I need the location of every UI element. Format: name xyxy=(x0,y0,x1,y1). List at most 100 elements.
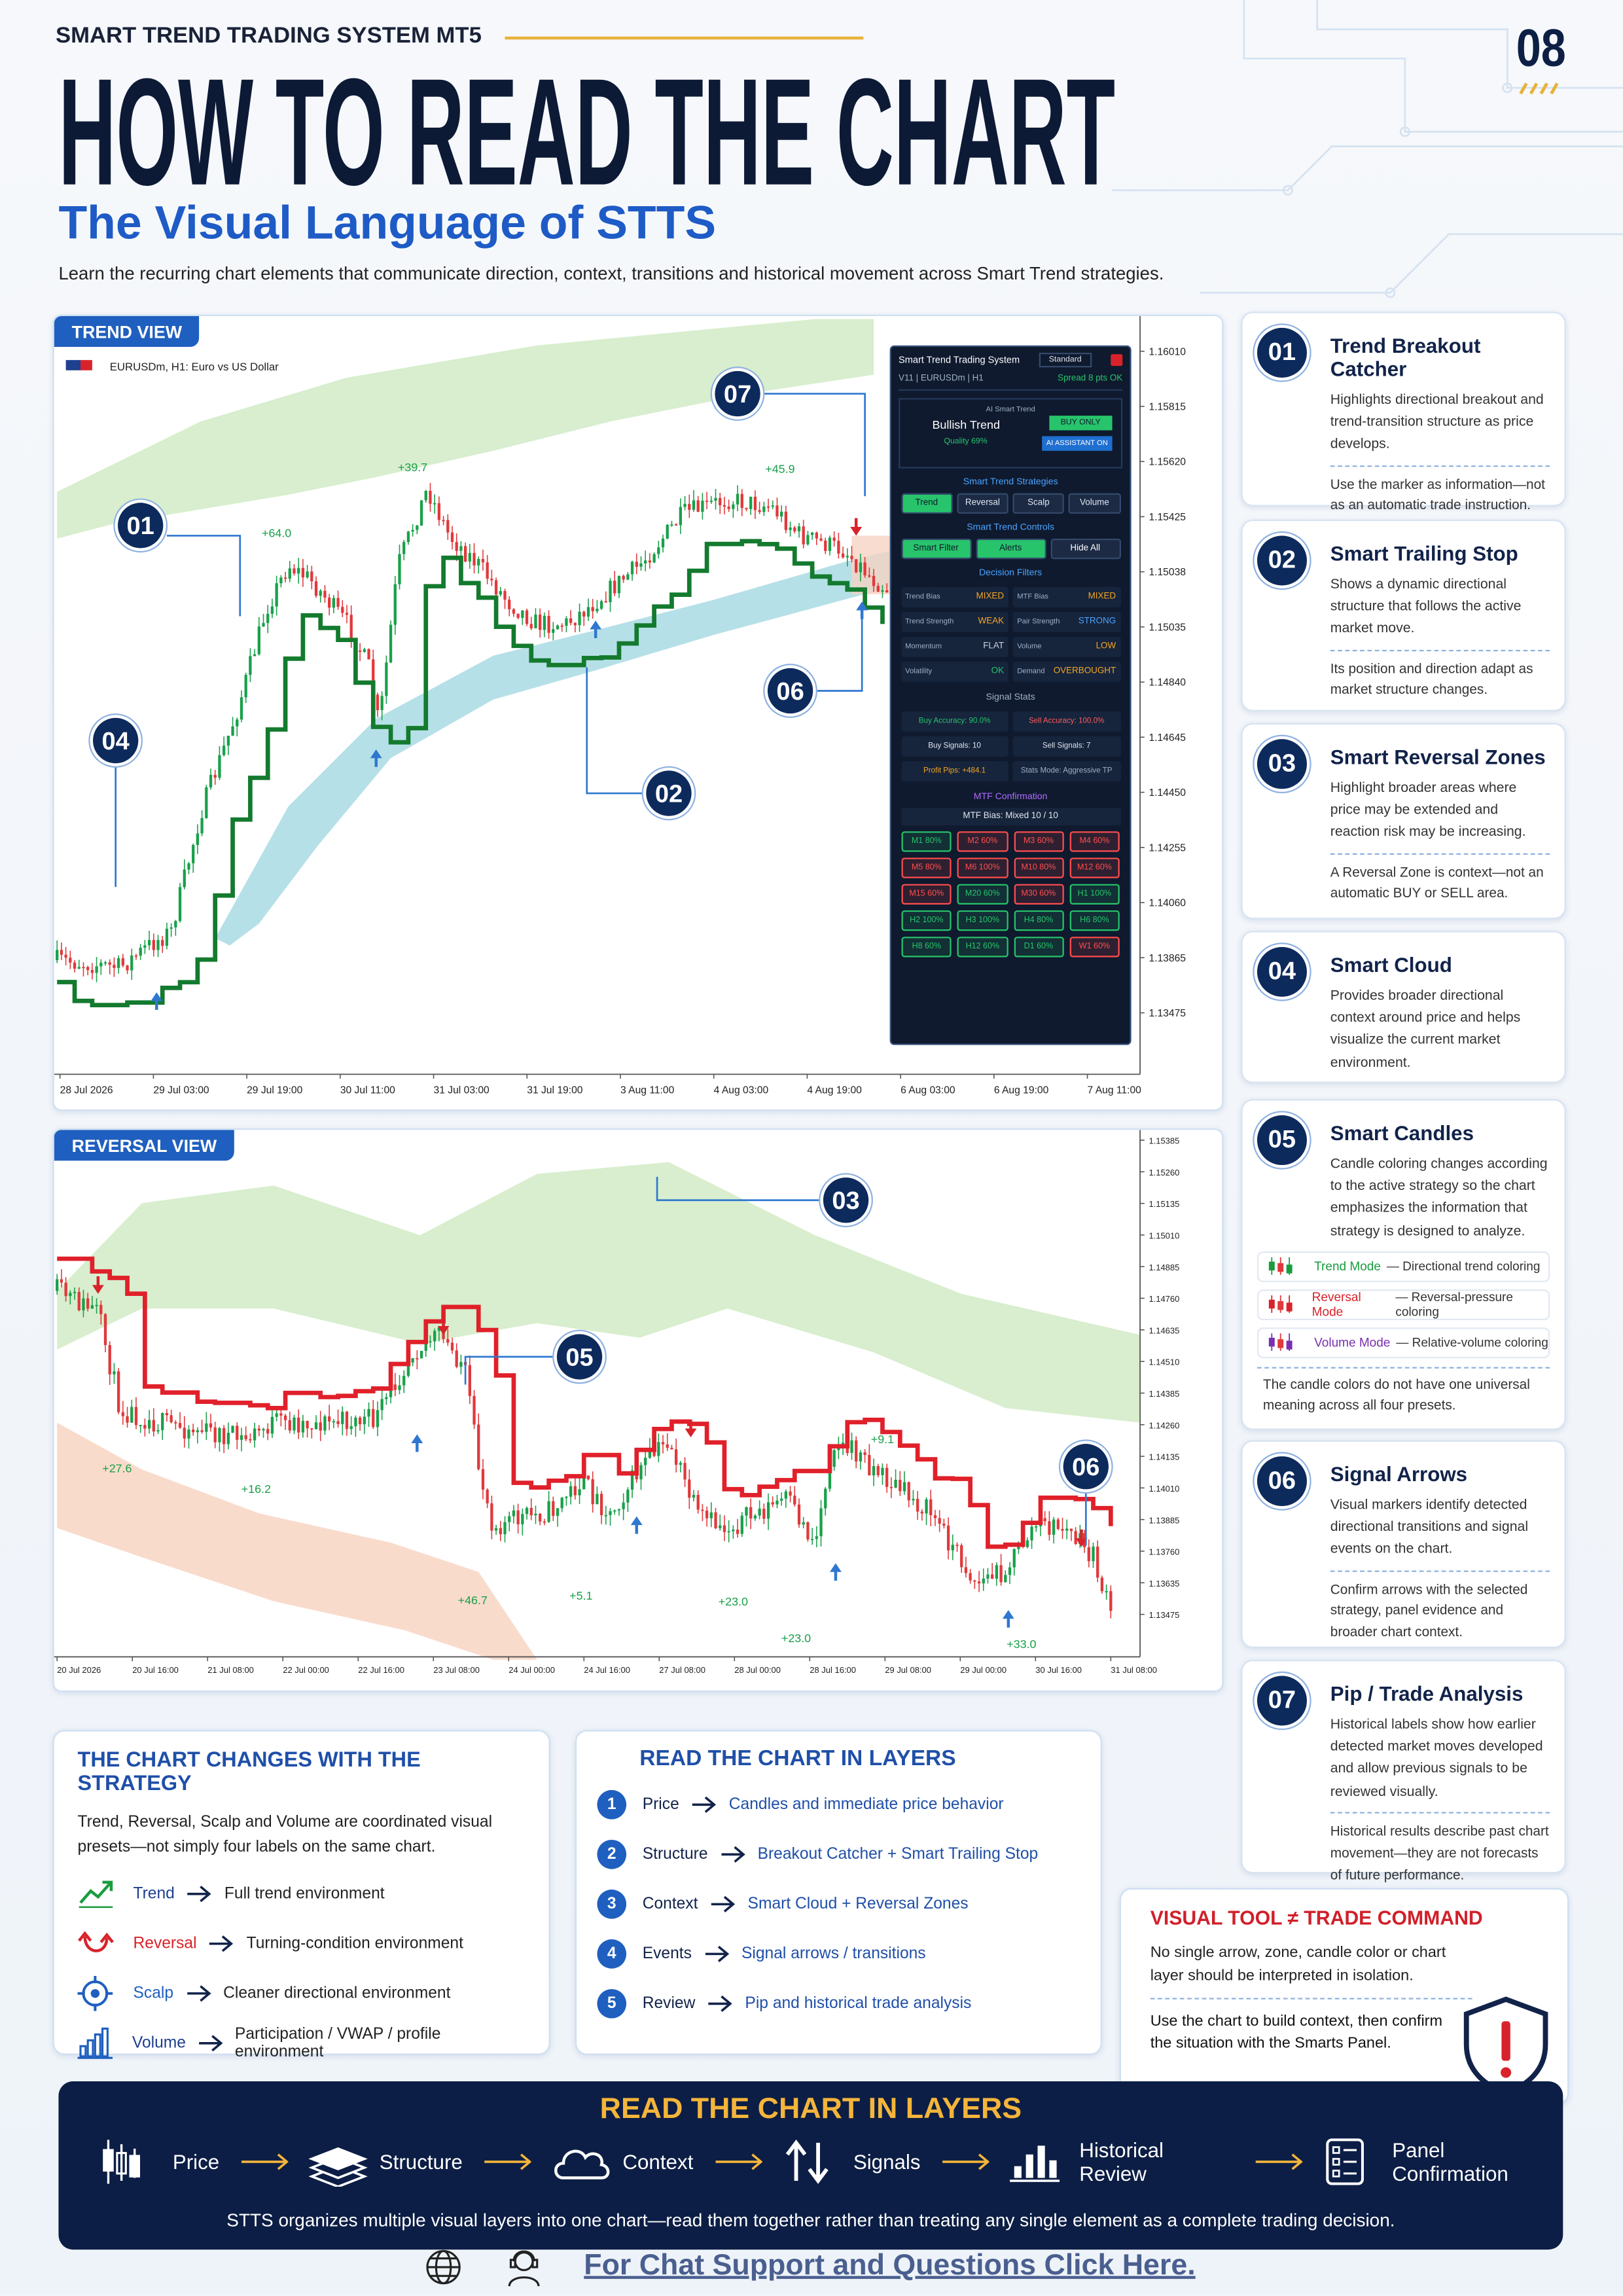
price-label: 1.13635 xyxy=(1149,1579,1179,1588)
title: HOW TO READ THE CHART xyxy=(58,70,1115,193)
candle-body xyxy=(749,1507,753,1519)
candle-body xyxy=(459,546,463,551)
warning-note: Use the chart to build context, then con… xyxy=(1150,2011,1443,2053)
pip-label: +45.9 xyxy=(765,462,794,475)
mtf-cell: M12 60% xyxy=(1069,857,1120,878)
price-label: 1.13865 xyxy=(1149,953,1186,964)
mode-desc: — Directional trend coloring xyxy=(1386,1259,1541,1274)
candle-body xyxy=(306,1420,309,1429)
candle-body xyxy=(714,1512,717,1528)
mtf-cell: M20 60% xyxy=(957,884,1008,905)
strategy-items: Trend Full trend environment Reversal Turni… xyxy=(77,1869,526,2068)
filter-row: Momentum FLAT Volume LOW xyxy=(899,634,1122,658)
info-card: 02 Smart Trailing Stop Shows a dynamic dir… xyxy=(1241,519,1566,711)
candle-body xyxy=(591,1479,594,1505)
candle-body xyxy=(82,967,85,969)
candle-body xyxy=(516,1510,520,1525)
icon-bar xyxy=(101,2028,109,2058)
flow-arrow-shape xyxy=(209,1935,234,1952)
candle-body xyxy=(859,1452,863,1462)
filter-cell: Trend Bias MIXED xyxy=(901,586,1008,607)
candle-body xyxy=(416,526,419,530)
candle-body xyxy=(889,1486,893,1488)
ai-trend: Bullish Trend xyxy=(932,418,1000,432)
candle-body xyxy=(103,1314,107,1346)
candle-body xyxy=(73,962,77,969)
mtf-cell: M2 60% xyxy=(957,831,1008,852)
footer-icon xyxy=(554,2149,611,2179)
candle-body xyxy=(766,506,770,508)
icon-body xyxy=(103,2149,114,2172)
card-text: Visual markers identify detected directi… xyxy=(1330,1497,1529,1558)
candle-body xyxy=(196,1430,200,1433)
icon-body xyxy=(1268,1338,1275,1347)
candle-body xyxy=(459,1361,463,1367)
candle-body xyxy=(205,1423,208,1432)
flow-arrow-shape xyxy=(199,2035,223,2052)
candle-body xyxy=(249,656,252,675)
candle-body xyxy=(771,505,774,507)
candle-body xyxy=(161,940,164,946)
candle-body xyxy=(1008,1567,1012,1575)
time-label: 3 Aug 11:00 xyxy=(620,1085,675,1096)
candle-body xyxy=(424,1342,427,1351)
candle-body xyxy=(283,577,287,579)
candle-body xyxy=(982,1578,985,1584)
candle-body xyxy=(529,1507,533,1516)
candle-body xyxy=(675,1449,678,1465)
stat-cell: Buy Signals: 10 xyxy=(901,735,1008,757)
price-label: 1.15135 xyxy=(1149,1199,1179,1209)
panel-preset: Standard xyxy=(1039,352,1092,368)
flow-arrow-shape xyxy=(711,1895,735,1912)
signal-arrow xyxy=(590,620,602,639)
layer-name: Price xyxy=(642,1795,679,1814)
footer-step-label: Structure xyxy=(379,2150,463,2174)
brand: SMART TREND TRADING SYSTEM MT5 xyxy=(55,23,482,48)
card-text: Provides broader directional context aro… xyxy=(1330,988,1521,1071)
layers-title: READ THE CHART IN LAYERS xyxy=(639,1746,956,1771)
candle-body xyxy=(802,526,805,545)
candle-body xyxy=(630,1470,634,1490)
candle-body xyxy=(226,736,230,746)
candle-body xyxy=(613,1510,616,1512)
footer-step-label: Historical Review xyxy=(1079,2138,1164,2185)
candle-body xyxy=(630,562,634,575)
candle-body xyxy=(486,1489,489,1503)
mode-name: Volume Mode xyxy=(1314,1335,1391,1350)
candle-body xyxy=(477,559,480,565)
strategy-icon xyxy=(79,1880,113,1909)
callout-circle xyxy=(715,370,760,417)
time-label: 24 Jul 00:00 xyxy=(508,1665,555,1675)
stat-cell: Sell Accuracy: 100.0% xyxy=(1012,710,1120,732)
candle-body xyxy=(560,625,563,627)
candle-body xyxy=(196,833,200,845)
candle-body xyxy=(385,662,388,696)
candle-body xyxy=(705,1511,709,1518)
callout-number: 01 xyxy=(127,512,154,540)
candle-mode: Trend Mode — Directional trend coloring xyxy=(1257,1251,1550,1282)
pip-label: +9.1 xyxy=(871,1433,894,1446)
candle-body xyxy=(481,559,485,563)
path xyxy=(508,2276,540,2287)
price-label: 1.14885 xyxy=(1149,1263,1179,1272)
time-label: 30 Jul 11:00 xyxy=(340,1085,395,1096)
candle-body xyxy=(902,1482,906,1492)
callout-number: 06 xyxy=(776,678,804,706)
callout-circle xyxy=(1063,1444,1109,1490)
candle-body xyxy=(938,1518,941,1524)
candle-body xyxy=(539,614,542,630)
candle-body xyxy=(626,1490,630,1503)
candle-body xyxy=(161,1412,164,1431)
candle-mode: Reversal Mode — Reversal-pressure colorin… xyxy=(1257,1289,1550,1320)
filter-cell: Demand OVERBOUGHT xyxy=(1012,660,1120,681)
filter-label: Demand xyxy=(1017,666,1045,676)
candle-body xyxy=(147,1420,151,1429)
panel-info: V11 | EURUSDm | H1 Spread 8 pts OK xyxy=(899,374,1123,391)
candle-body xyxy=(341,607,344,613)
footer-text: STTS organizes multiple visual layers in… xyxy=(226,2210,1395,2231)
support-link[interactable]: For Chat Support and Questions Click Her… xyxy=(584,2250,1196,2282)
price-label: 1.15620 xyxy=(1149,457,1186,468)
strategy-desc: Participation / VWAP / profile environme… xyxy=(234,2026,441,2061)
candle-body xyxy=(582,1475,586,1490)
trend-chart: 1.16010 1.15815 1.15620 1.15425 1.15038 1.150… xyxy=(54,316,1186,1096)
